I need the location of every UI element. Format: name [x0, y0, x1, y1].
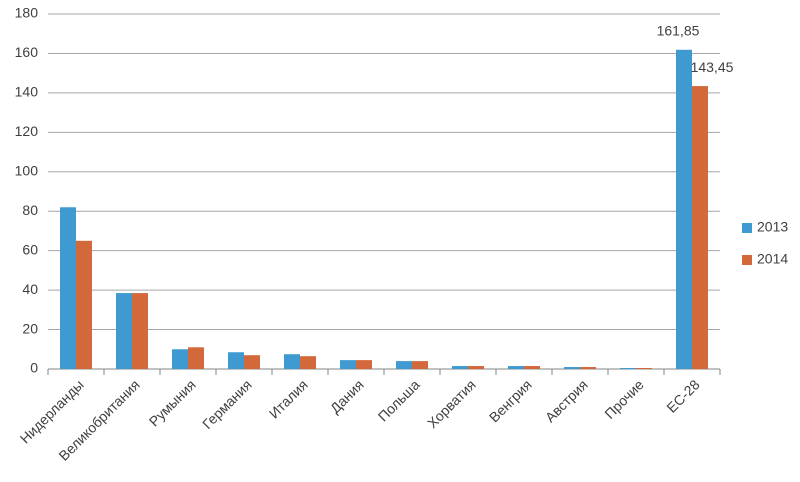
x-tick-label: Прочие	[601, 376, 647, 422]
y-tick-label: 100	[15, 162, 39, 178]
y-tick-label: 60	[22, 241, 38, 257]
bar	[116, 293, 132, 369]
data-label: 143,45	[691, 59, 734, 75]
bar	[132, 293, 148, 369]
bar	[508, 366, 524, 369]
y-tick-label: 40	[22, 281, 38, 297]
bar	[564, 367, 580, 369]
y-tick-label: 140	[15, 84, 39, 100]
x-tick-label: Италия	[266, 376, 311, 421]
y-tick-label: 120	[15, 123, 39, 139]
bar	[620, 368, 636, 369]
bar	[76, 240, 92, 369]
legend-swatch	[742, 223, 752, 233]
x-tick-label: Румыния	[146, 376, 199, 429]
legend-label: 2014	[757, 251, 788, 267]
x-tick-label: ЕС-28	[663, 376, 703, 416]
x-tick-label: Германия	[199, 376, 255, 432]
bar	[468, 366, 484, 369]
bar	[340, 360, 356, 369]
bar	[636, 368, 652, 369]
x-tick-label: Хорватия	[424, 376, 479, 431]
legend-swatch	[742, 255, 752, 265]
bar	[356, 360, 372, 369]
bar	[244, 355, 260, 369]
bar	[524, 366, 540, 369]
bar	[452, 366, 468, 369]
y-tick-label: 180	[15, 5, 39, 21]
bar	[188, 347, 204, 369]
x-tick-label: Польша	[375, 376, 423, 424]
y-tick-label: 160	[15, 44, 39, 60]
x-tick-label: Венгрия	[486, 376, 535, 425]
bar	[284, 354, 300, 369]
bar	[172, 349, 188, 369]
bar	[60, 207, 76, 369]
y-tick-label: 20	[22, 320, 38, 336]
bar	[396, 361, 412, 369]
x-tick-label: Дания	[327, 376, 367, 416]
x-tick-label: Австрия	[542, 376, 591, 425]
bar	[300, 356, 316, 369]
bar	[228, 352, 244, 369]
bar	[676, 49, 692, 369]
bar	[580, 367, 596, 369]
bar	[692, 86, 708, 370]
y-tick-label: 0	[30, 360, 38, 376]
y-tick-label: 80	[22, 202, 38, 218]
legend-label: 2013	[757, 219, 788, 235]
data-label: 161,85	[657, 22, 700, 38]
bar	[412, 361, 428, 369]
